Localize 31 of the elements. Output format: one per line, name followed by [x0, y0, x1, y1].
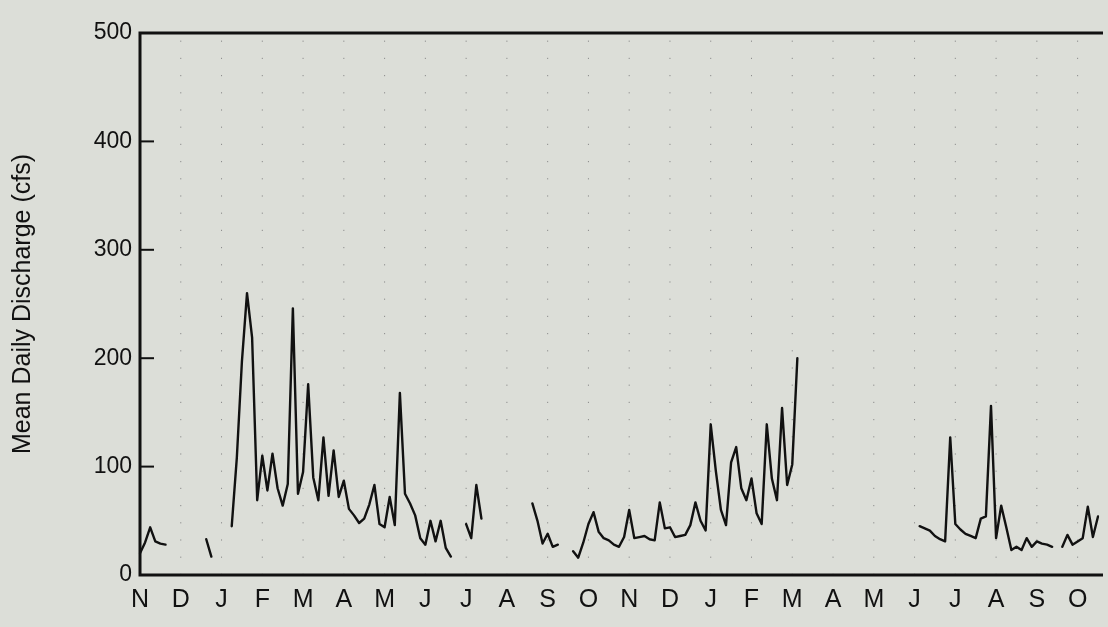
x-tick-label: M: [863, 583, 885, 612]
x-tick-label: J: [704, 583, 717, 612]
x-tick-label: J: [949, 583, 962, 612]
x-tick-label: A: [824, 583, 842, 612]
x-tick-label: N: [130, 583, 150, 612]
x-tick-label: J: [908, 583, 921, 612]
x-tick-label: J: [215, 583, 228, 612]
x-tick-label: M: [781, 583, 803, 612]
x-tick-label: F: [743, 583, 760, 612]
x-tick-label: N: [620, 583, 639, 612]
x-tick-label: A: [987, 583, 1005, 612]
x-tick-label: M: [292, 583, 314, 612]
x-tick-label: O: [1067, 583, 1088, 612]
y-tick-label: 500: [93, 18, 132, 45]
x-tick-label: A: [498, 583, 516, 612]
x-tick-label: S: [539, 583, 556, 612]
y-tick-label: 0: [119, 560, 132, 587]
y-tick-label: 100: [93, 451, 132, 478]
x-tick-label: S: [1028, 583, 1046, 612]
x-tick-label: D: [171, 583, 190, 612]
y-axis-title: Mean Daily Discharge (cfs): [6, 153, 35, 455]
x-tick-label: J: [419, 583, 432, 612]
y-tick-label: 400: [93, 126, 132, 153]
y-tick-label: 200: [93, 343, 132, 370]
x-tick-label: O: [578, 583, 599, 612]
x-tick-label: M: [374, 583, 396, 612]
x-tick-label: J: [459, 583, 473, 612]
x-tick-label: D: [660, 583, 679, 612]
y-tick-label: 300: [93, 235, 132, 262]
x-tick-label: A: [335, 583, 353, 612]
x-tick-label: F: [254, 583, 270, 612]
